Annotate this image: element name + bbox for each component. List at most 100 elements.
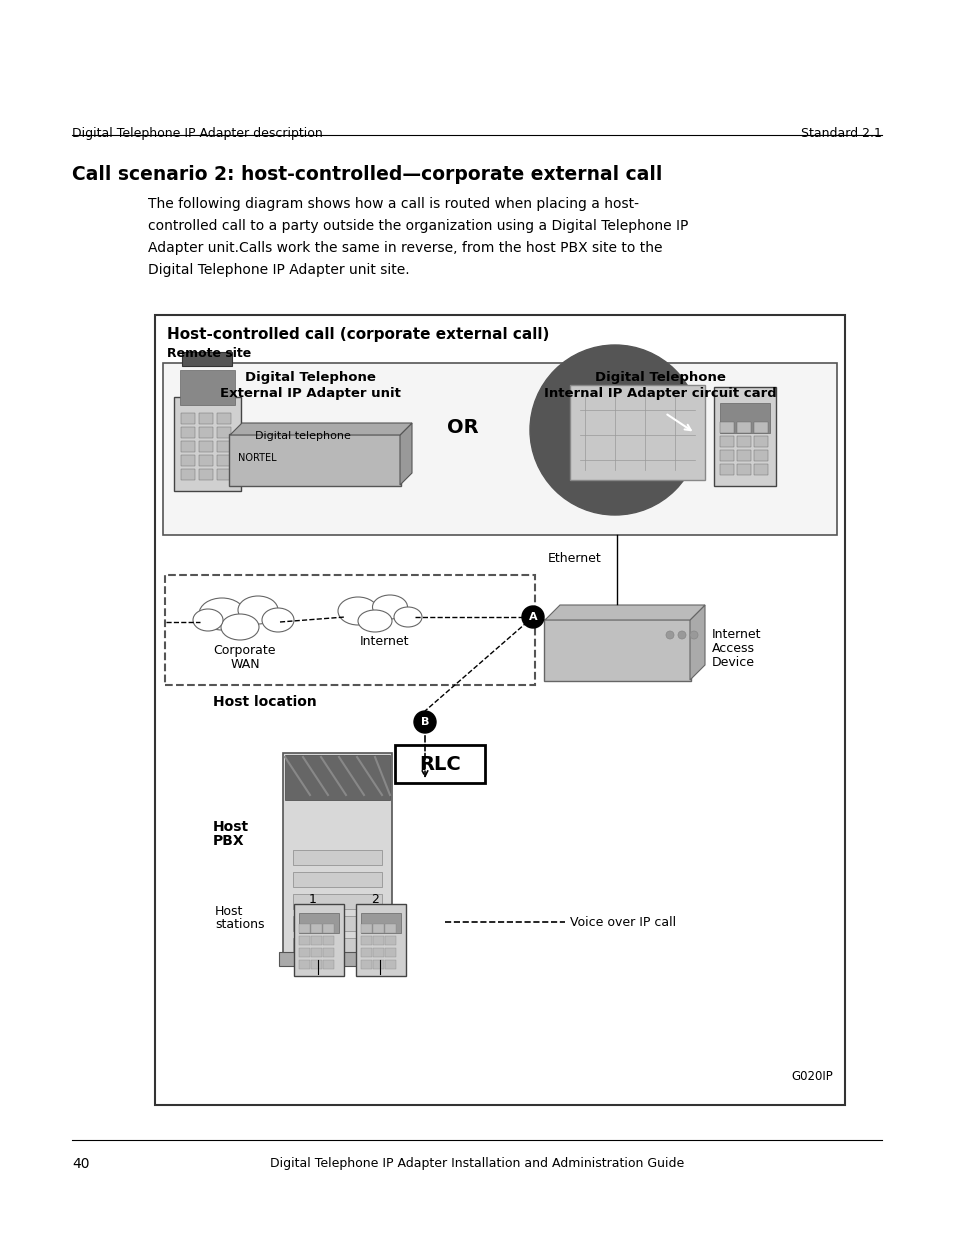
Text: RLC: RLC (418, 755, 460, 773)
Bar (360, 936, 372, 945)
Bar (216, 412, 231, 424)
Text: Host: Host (213, 820, 249, 834)
Text: Ethernet: Ethernet (547, 552, 601, 564)
Bar (569, 385, 704, 480)
Bar (373, 960, 384, 969)
Bar (216, 454, 231, 466)
Text: stations: stations (214, 918, 264, 931)
Text: Digital Telephone: Digital Telephone (594, 370, 724, 384)
FancyBboxPatch shape (294, 904, 344, 976)
Bar (311, 948, 322, 957)
Bar (385, 924, 395, 932)
Bar (293, 939, 381, 953)
Bar (753, 450, 767, 461)
Bar (293, 894, 381, 909)
Bar (373, 936, 384, 945)
Bar (385, 960, 395, 969)
Text: Digital Telephone IP Adapter Installation and Administration Guide: Digital Telephone IP Adapter Installatio… (270, 1157, 683, 1170)
FancyBboxPatch shape (182, 352, 232, 366)
Bar (737, 422, 750, 433)
Ellipse shape (337, 597, 377, 625)
Bar (285, 755, 390, 800)
FancyBboxPatch shape (278, 952, 395, 966)
Bar (293, 916, 381, 931)
Bar (298, 936, 310, 945)
Bar (293, 850, 381, 864)
Bar (737, 450, 750, 461)
Bar (181, 412, 194, 424)
Bar (720, 403, 769, 433)
Bar (323, 960, 334, 969)
Bar (165, 576, 535, 685)
Bar (720, 450, 733, 461)
Text: NORTEL: NORTEL (237, 453, 276, 463)
Bar (311, 936, 322, 945)
Text: 2: 2 (371, 893, 378, 906)
Text: Device: Device (711, 656, 754, 669)
Text: G020IP: G020IP (790, 1070, 832, 1083)
Ellipse shape (394, 606, 421, 627)
Bar (298, 948, 310, 957)
Bar (199, 412, 213, 424)
Bar (293, 872, 381, 887)
Polygon shape (399, 424, 412, 485)
FancyBboxPatch shape (173, 396, 241, 492)
Ellipse shape (237, 597, 277, 624)
FancyBboxPatch shape (713, 387, 775, 487)
Bar (385, 936, 395, 945)
Bar (298, 924, 310, 932)
Ellipse shape (372, 595, 407, 619)
Text: Remote site: Remote site (167, 347, 251, 359)
Bar (311, 924, 322, 932)
Bar (181, 454, 194, 466)
Bar (373, 924, 384, 932)
Bar (199, 454, 213, 466)
Bar (720, 464, 733, 475)
Bar (199, 427, 213, 438)
Text: Internal IP Adapter circuit card: Internal IP Adapter circuit card (543, 387, 776, 400)
Bar (737, 464, 750, 475)
Polygon shape (689, 605, 704, 680)
Circle shape (665, 631, 673, 638)
Bar (323, 936, 334, 945)
Ellipse shape (221, 614, 258, 640)
Text: Voice over IP call: Voice over IP call (569, 915, 676, 929)
Bar (323, 924, 334, 932)
Bar (373, 948, 384, 957)
Text: Adapter unit.Calls work the same in reverse, from the host PBX site to the: Adapter unit.Calls work the same in reve… (148, 241, 661, 254)
Bar (360, 960, 372, 969)
Bar (753, 464, 767, 475)
Text: WAN: WAN (230, 658, 259, 671)
Bar (216, 441, 231, 452)
Ellipse shape (193, 609, 223, 631)
Bar (154, 315, 844, 1105)
Bar (395, 745, 484, 783)
Bar (163, 363, 836, 535)
Circle shape (414, 711, 436, 734)
Bar (323, 948, 334, 957)
Polygon shape (230, 424, 412, 435)
Polygon shape (544, 605, 704, 620)
Text: Digital Telephone: Digital Telephone (244, 370, 375, 384)
Text: 40: 40 (71, 1157, 90, 1171)
Bar (199, 469, 213, 480)
Text: Digital telephone: Digital telephone (254, 431, 351, 441)
Text: Host: Host (214, 905, 243, 918)
Bar (181, 441, 194, 452)
Bar (199, 441, 213, 452)
Ellipse shape (199, 598, 245, 630)
Ellipse shape (262, 608, 294, 632)
Text: OR: OR (447, 417, 478, 437)
Bar (298, 913, 338, 932)
Text: Host location: Host location (213, 695, 316, 709)
Bar (181, 427, 194, 438)
Text: External IP Adapter unit: External IP Adapter unit (219, 387, 400, 400)
Text: The following diagram shows how a call is routed when placing a host-: The following diagram shows how a call i… (148, 198, 639, 211)
Bar (753, 422, 767, 433)
FancyBboxPatch shape (229, 433, 400, 487)
Text: Internet: Internet (711, 629, 760, 641)
FancyBboxPatch shape (283, 753, 392, 962)
Bar (737, 436, 750, 447)
Circle shape (689, 631, 698, 638)
Text: Host-controlled call (corporate external call): Host-controlled call (corporate external… (167, 327, 549, 342)
